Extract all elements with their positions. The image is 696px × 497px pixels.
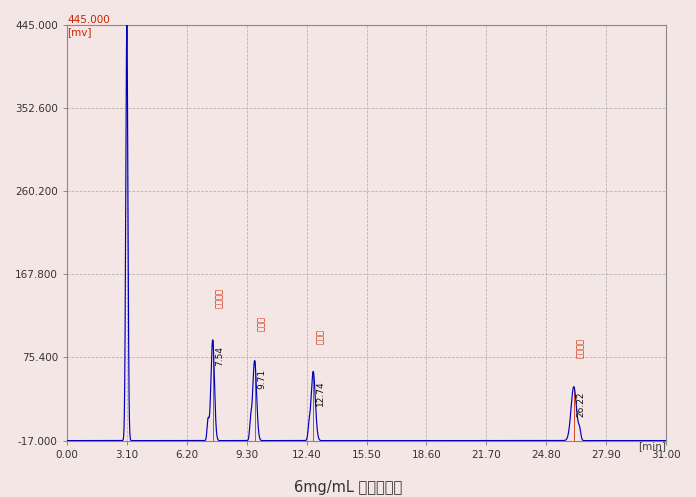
Text: 山梨醇: 山梨醇 [315, 330, 324, 344]
Text: 赤藓糖醇: 赤藓糖醇 [215, 288, 224, 308]
Text: 麦芽糖醇: 麦芽糖醇 [576, 338, 585, 358]
Text: 12.74: 12.74 [315, 380, 324, 406]
Text: 445.000: 445.000 [68, 15, 110, 25]
Text: 9.71: 9.71 [257, 369, 266, 389]
Text: 木糖醇: 木糖醇 [257, 316, 266, 331]
Text: [mv]: [mv] [68, 27, 92, 37]
Text: 6mg/mL 标准工作液: 6mg/mL 标准工作液 [294, 480, 402, 495]
Text: [min]: [min] [638, 441, 666, 451]
Text: 7.54: 7.54 [215, 346, 224, 366]
Text: 26.22: 26.22 [576, 391, 585, 416]
